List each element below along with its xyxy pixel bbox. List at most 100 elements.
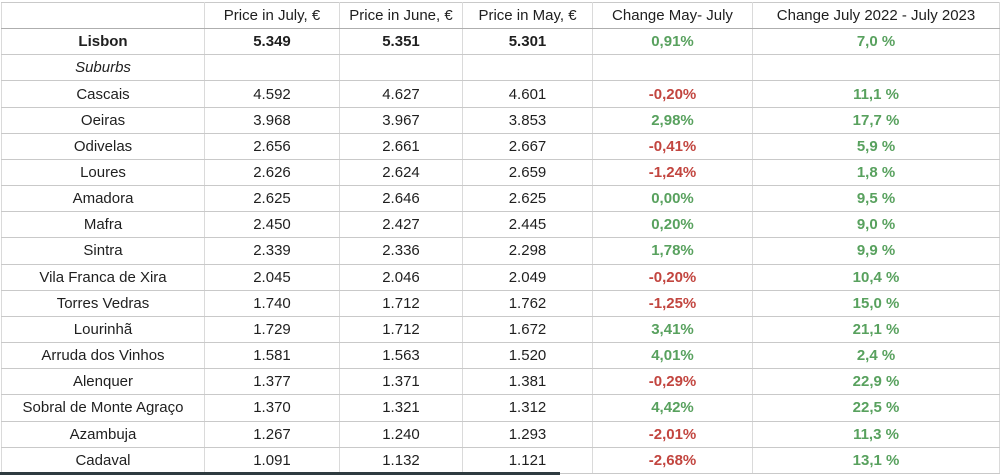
municipality-name-cell: Cadaval: [1, 447, 205, 475]
price-cell: 4.601: [462, 80, 593, 108]
price-cell: 1.563: [339, 342, 463, 370]
municipality-name-cell: Alenquer: [1, 368, 205, 396]
price-cell: 1.740: [204, 290, 340, 317]
price-cell: 1.312: [462, 394, 593, 422]
table-row: Lourinhã 1.729 1.712 1.672 3,41% 21,1 %: [1, 316, 1000, 344]
municipality-name-cell: Torres Vedras: [1, 290, 205, 317]
price-cell: 1.672: [462, 316, 593, 344]
change-cell: 4,42%: [592, 394, 753, 422]
change-cell: -2,68%: [592, 447, 753, 475]
table-row: Cascais 4.592 4.627 4.601 -0,20% 11,1 %: [1, 80, 1000, 108]
municipality-name-cell: Cascais: [1, 80, 205, 108]
municipality-name-cell: Odivelas: [1, 133, 205, 160]
price-cell: 1.370: [204, 394, 340, 422]
municipality-name-cell: Sobral de Monte Agraço: [1, 394, 205, 422]
price-cell: 2.661: [339, 133, 463, 160]
change-cell: 22,9 %: [752, 368, 1000, 396]
change-cell: 3,41%: [592, 316, 753, 344]
price-cell: [204, 54, 340, 82]
change-cell: -0,20%: [592, 80, 753, 108]
change-cell: 2,4 %: [752, 342, 1000, 370]
municipality-name-cell: Vila Franca de Xira: [1, 264, 205, 291]
table-row: Torres Vedras 1.740 1.712 1.762 -1,25% 15,0 %: [1, 290, 1000, 317]
price-cell: 1.293: [462, 421, 593, 448]
change-cell: -0,41%: [592, 133, 753, 160]
municipality-name-cell: Lourinhã: [1, 316, 205, 344]
change-cell: 11,1 %: [752, 80, 1000, 108]
change-cell: -1,25%: [592, 290, 753, 317]
change-cell: 0,20%: [592, 211, 753, 239]
municipality-name-cell: Mafra: [1, 211, 205, 239]
price-cell: 2.656: [204, 133, 340, 160]
change-cell: 21,1 %: [752, 316, 1000, 344]
price-cell: 1.581: [204, 342, 340, 370]
change-cell: 9,0 %: [752, 211, 1000, 239]
price-cell: 2.339: [204, 237, 340, 265]
price-cell: 1.762: [462, 290, 593, 317]
change-cell: 0,00%: [592, 185, 753, 213]
column-header: Change July 2022 - July 2023: [752, 2, 1000, 30]
change-cell: 22,5 %: [752, 394, 1000, 422]
change-cell: -0,29%: [592, 368, 753, 396]
table-row: Vila Franca de Xira 2.045 2.046 2.049 -0,20%…: [1, 264, 1000, 291]
price-cell: 2.667: [462, 133, 593, 160]
change-cell: 5,9 %: [752, 133, 1000, 160]
table-row: Azambuja 1.267 1.240 1.293 -2,01% 11,3 %: [1, 421, 1000, 448]
price-cell: 3.967: [339, 107, 463, 134]
price-cell: 1.240: [339, 421, 463, 448]
price-cell: 3.853: [462, 107, 593, 134]
change-cell: 1,78%: [592, 237, 753, 265]
price-cell: 1.377: [204, 368, 340, 396]
price-cell: 1.267: [204, 421, 340, 448]
price-cell: 2.625: [204, 185, 340, 213]
table-row: Lisbon 5.349 5.351 5.301 0,91% 7,0 %: [1, 28, 1000, 56]
price-cell: 4.592: [204, 80, 340, 108]
change-cell: 9,5 %: [752, 185, 1000, 213]
table-row: Oeiras 3.968 3.967 3.853 2,98% 17,7 %: [1, 107, 1000, 134]
table-row: Cadaval 1.091 1.132 1.121 -2,68% 13,1 %: [1, 447, 1000, 475]
price-cell: 1.729: [204, 316, 340, 344]
change-cell: 11,3 %: [752, 421, 1000, 448]
price-cell: 4.627: [339, 80, 463, 108]
price-cell: 2.336: [339, 237, 463, 265]
change-cell: [752, 54, 1000, 82]
price-cell: 1.381: [462, 368, 593, 396]
change-cell: 0,91%: [592, 28, 753, 56]
change-cell: 10,4 %: [752, 264, 1000, 291]
corner-cell: [1, 2, 205, 30]
price-cell: 1.132: [339, 447, 463, 475]
municipality-name-cell: Loures: [1, 159, 205, 187]
municipality-name-cell: Arruda dos Vinhos: [1, 342, 205, 370]
table-row: Sobral de Monte Agraço 1.370 1.321 1.312 4,4…: [1, 394, 1000, 422]
table-row: Suburbs: [1, 54, 1000, 82]
price-cell: [462, 54, 593, 82]
municipality-name-cell: Sintra: [1, 237, 205, 265]
municipality-name-cell: Oeiras: [1, 107, 205, 134]
price-cell: 2.646: [339, 185, 463, 213]
price-cell: 1.091: [204, 447, 340, 475]
change-cell: 1,8 %: [752, 159, 1000, 187]
municipality-name-cell: Amadora: [1, 185, 205, 213]
price-cell: 2.046: [339, 264, 463, 291]
table-row: Sintra 2.339 2.336 2.298 1,78% 9,9 %: [1, 237, 1000, 265]
price-cell: 2.298: [462, 237, 593, 265]
change-cell: 9,9 %: [752, 237, 1000, 265]
price-cell: 1.712: [339, 316, 463, 344]
price-cell: 2.625: [462, 185, 593, 213]
price-cell: 2.045: [204, 264, 340, 291]
price-cell: 1.321: [339, 394, 463, 422]
change-cell: -2,01%: [592, 421, 753, 448]
price-cell: 2.626: [204, 159, 340, 187]
price-cell: 1.121: [462, 447, 593, 475]
price-cell: 1.520: [462, 342, 593, 370]
price-cell: 2.450: [204, 211, 340, 239]
price-cell: 1.371: [339, 368, 463, 396]
change-cell: -1,24%: [592, 159, 753, 187]
table-row: Odivelas 2.656 2.661 2.667 -0,41% 5,9 %: [1, 133, 1000, 160]
change-cell: -0,20%: [592, 264, 753, 291]
price-cell: [339, 54, 463, 82]
municipality-name-cell: Lisbon: [1, 28, 205, 56]
change-cell: 17,7 %: [752, 107, 1000, 134]
